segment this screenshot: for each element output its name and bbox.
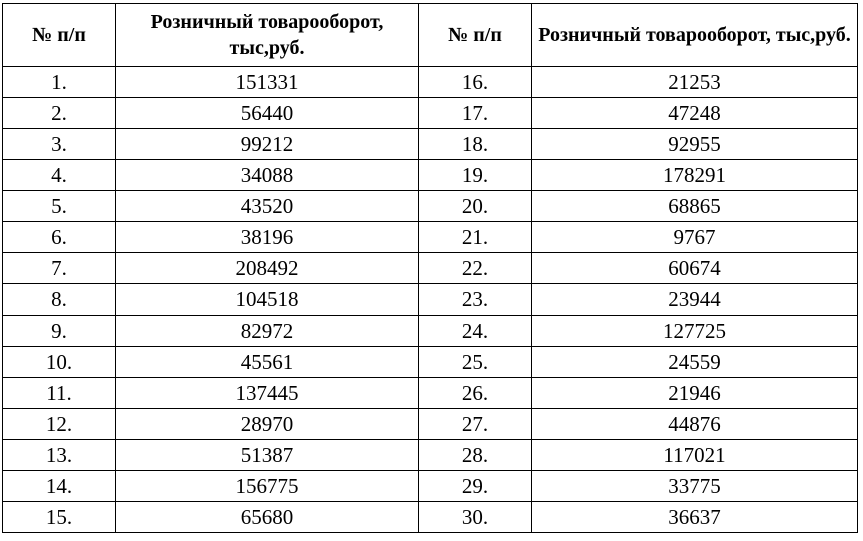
table-row: 9. 82972 24. 127725 bbox=[2, 314, 858, 347]
row-number-left: 15. bbox=[2, 500, 116, 534]
turnover-value-right: 36637 bbox=[531, 500, 858, 534]
turnover-value-right: 9767 bbox=[531, 221, 858, 254]
row-number-right: 21. bbox=[418, 221, 532, 254]
turnover-value-left: 208492 bbox=[115, 252, 419, 285]
table-row: 15. 65680 30. 36637 bbox=[2, 500, 858, 534]
row-number-left: 5. bbox=[2, 190, 116, 223]
table-row: 2. 56440 17. 47248 bbox=[2, 97, 858, 130]
row-number-right: 19. bbox=[418, 159, 532, 192]
row-number-right: 17. bbox=[418, 97, 532, 130]
table-row: 12. 28970 27. 44876 bbox=[2, 407, 858, 440]
turnover-value-right: 33775 bbox=[531, 469, 858, 502]
table-row: 6. 38196 21. 9767 bbox=[2, 221, 858, 254]
turnover-value-right: 117021 bbox=[531, 438, 858, 471]
turnover-value-right: 60674 bbox=[531, 252, 858, 285]
row-number-right: 28. bbox=[418, 438, 532, 471]
header-num-right: № п/п bbox=[418, 3, 532, 67]
turnover-value-left: 38196 bbox=[115, 221, 419, 254]
row-number-right: 16. bbox=[418, 65, 532, 99]
table-row: 4. 34088 19. 178291 bbox=[2, 159, 858, 192]
row-number-left: 6. bbox=[2, 221, 116, 254]
turnover-value-left: 56440 bbox=[115, 97, 419, 130]
row-number-left: 12. bbox=[2, 407, 116, 440]
turnover-value-left: 104518 bbox=[115, 283, 419, 316]
table-row: 11. 137445 26. 21946 bbox=[2, 376, 858, 409]
turnover-value-left: 82972 bbox=[115, 314, 419, 347]
turnover-value-right: 47248 bbox=[531, 97, 858, 130]
row-number-right: 25. bbox=[418, 345, 532, 378]
table-row: 13. 51387 28. 117021 bbox=[2, 438, 858, 471]
turnover-value-left: 137445 bbox=[115, 376, 419, 409]
turnover-value-right: 23944 bbox=[531, 283, 858, 316]
turnover-value-left: 43520 bbox=[115, 190, 419, 223]
row-number-left: 2. bbox=[2, 97, 116, 130]
turnover-value-right: 21253 bbox=[531, 65, 858, 99]
table-row: 3. 99212 18. 92955 bbox=[2, 128, 858, 161]
table-row: 5. 43520 20. 68865 bbox=[2, 190, 858, 223]
table-row: 7. 208492 22. 60674 bbox=[2, 252, 858, 285]
row-number-right: 27. bbox=[418, 407, 532, 440]
turnover-value-right: 44876 bbox=[531, 407, 858, 440]
turnover-value-left: 151331 bbox=[115, 65, 419, 99]
table-row: 10. 45561 25. 24559 bbox=[2, 345, 858, 378]
row-number-left: 14. bbox=[2, 469, 116, 502]
row-number-left: 10. bbox=[2, 345, 116, 378]
turnover-value-left: 34088 bbox=[115, 159, 419, 192]
row-number-left: 9. bbox=[2, 314, 116, 347]
row-number-left: 3. bbox=[2, 128, 116, 161]
table-row: 1. 151331 16. 21253 bbox=[2, 65, 858, 99]
row-number-right: 18. bbox=[418, 128, 532, 161]
turnover-value-right: 127725 bbox=[531, 314, 858, 347]
turnover-value-left: 51387 bbox=[115, 438, 419, 471]
turnover-value-right: 92955 bbox=[531, 128, 858, 161]
retail-turnover-table: № п/п Розничный товарооборот, тыс,руб. №… bbox=[2, 3, 858, 534]
row-number-left: 7. bbox=[2, 252, 116, 285]
row-number-left: 1. bbox=[2, 65, 116, 99]
row-number-right: 20. bbox=[418, 190, 532, 223]
header-num-left: № п/п bbox=[2, 3, 116, 67]
turnover-value-left: 65680 bbox=[115, 500, 419, 534]
turnover-value-left: 28970 bbox=[115, 407, 419, 440]
turnover-value-left: 99212 bbox=[115, 128, 419, 161]
row-number-left: 13. bbox=[2, 438, 116, 471]
row-number-right: 23. bbox=[418, 283, 532, 316]
header-value-right-label: Розничный товарооборот, тыс,руб. bbox=[538, 24, 851, 46]
row-number-right: 24. bbox=[418, 314, 532, 347]
row-number-right: 30. bbox=[418, 500, 532, 534]
header-value-left-label: Розничный товарооборот, тыс,руб. bbox=[150, 11, 384, 59]
row-number-left: 11. bbox=[2, 376, 116, 409]
row-number-left: 4. bbox=[2, 159, 116, 192]
row-number-right: 29. bbox=[418, 469, 532, 502]
header-value-right: Розничный товарооборот, тыс,руб. bbox=[531, 3, 858, 67]
table-row: 8. 104518 23. 23944 bbox=[2, 283, 858, 316]
row-number-left: 8. bbox=[2, 283, 116, 316]
table-row: 14. 156775 29. 33775 bbox=[2, 469, 858, 502]
header-value-left: Розничный товарооборот, тыс,руб. bbox=[115, 3, 419, 67]
turnover-value-left: 45561 bbox=[115, 345, 419, 378]
turnover-value-right: 21946 bbox=[531, 376, 858, 409]
row-number-right: 26. bbox=[418, 376, 532, 409]
turnover-value-right: 24559 bbox=[531, 345, 858, 378]
turnover-value-right: 68865 bbox=[531, 190, 858, 223]
turnover-value-left: 156775 bbox=[115, 469, 419, 502]
turnover-value-right: 178291 bbox=[531, 159, 858, 192]
header-row: № п/п Розничный товарооборот, тыс,руб. №… bbox=[2, 3, 858, 67]
row-number-right: 22. bbox=[418, 252, 532, 285]
table-body: 1. 151331 16. 21253 2. 56440 17. 47248 3. 99212 18… bbox=[2, 65, 858, 534]
